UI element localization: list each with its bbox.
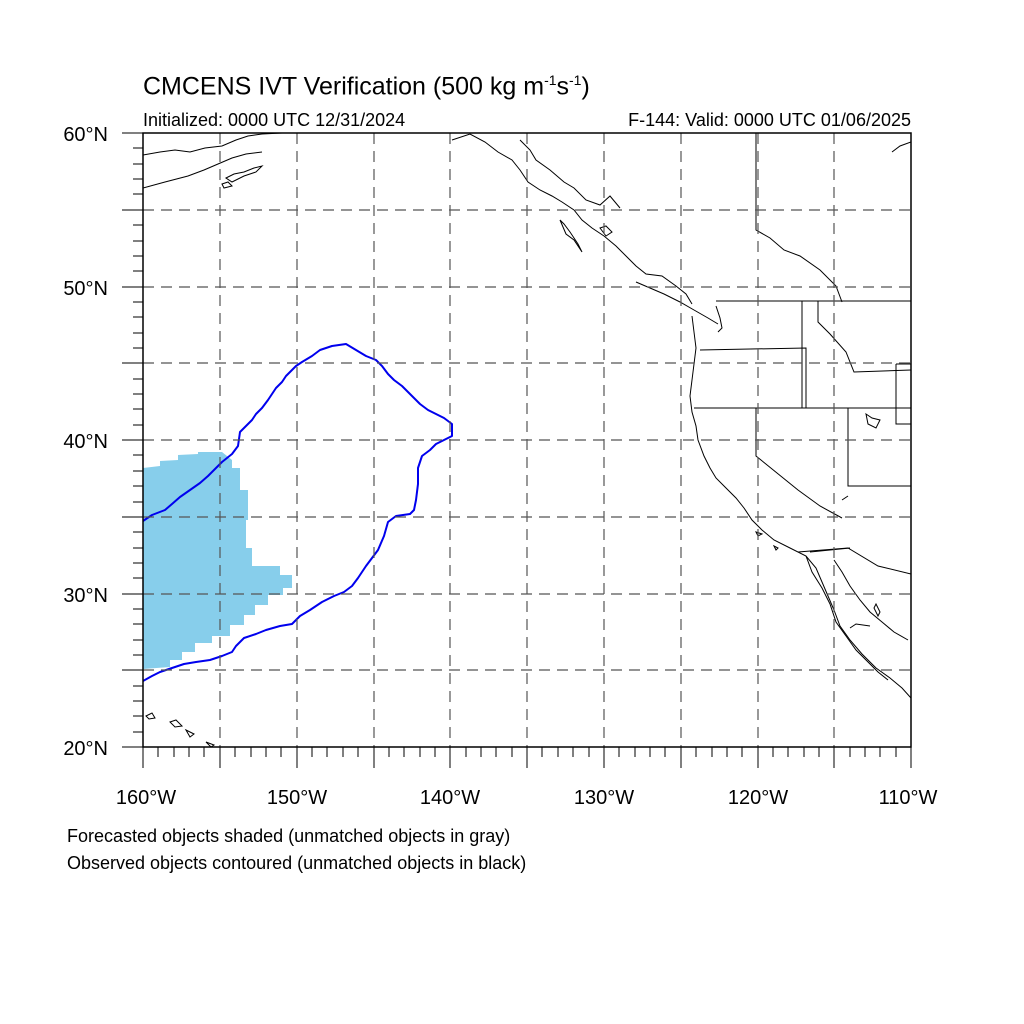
forecast-legend-note: Forecasted objects shaded (unmatched obj… [67, 826, 511, 846]
lon-label-110w: 110°W [879, 787, 938, 809]
forecast-object-shading [143, 452, 292, 669]
lat-label-50n: 50°N [63, 278, 108, 300]
latitude-labels: 60°N 50°N 40°N 30°N 20°N [63, 124, 108, 760]
lon-label-130w: 130°W [574, 787, 634, 809]
lat-label-20n: 20°N [63, 738, 108, 760]
initialized-label: Initialized: 0000 UTC 12/31/2024 [143, 110, 406, 130]
lat-label-40n: 40°N [63, 431, 108, 453]
longitude-labels: 160°W 150°W 140°W 130°W 120°W 110°W [116, 787, 938, 809]
axis-ticks [122, 132, 912, 768]
coastlines [143, 133, 911, 747]
lon-label-140w: 140°W [420, 787, 480, 809]
valid-time-label: F-144: Valid: 0000 UTC 01/06/2025 [628, 110, 911, 130]
map-title: CMCENS IVT Verification (500 kg m-1s-1) [143, 72, 590, 101]
lat-label-60n: 60°N [63, 124, 108, 146]
lon-label-160w: 160°W [116, 787, 176, 809]
map-gridlines [143, 133, 911, 747]
observed-object-contour [143, 343, 453, 682]
lat-label-30n: 30°N [63, 585, 108, 607]
observed-legend-note: Observed objects contoured (unmatched ob… [67, 853, 527, 873]
lon-label-150w: 150°W [267, 787, 327, 809]
lon-label-120w: 120°W [728, 787, 788, 809]
